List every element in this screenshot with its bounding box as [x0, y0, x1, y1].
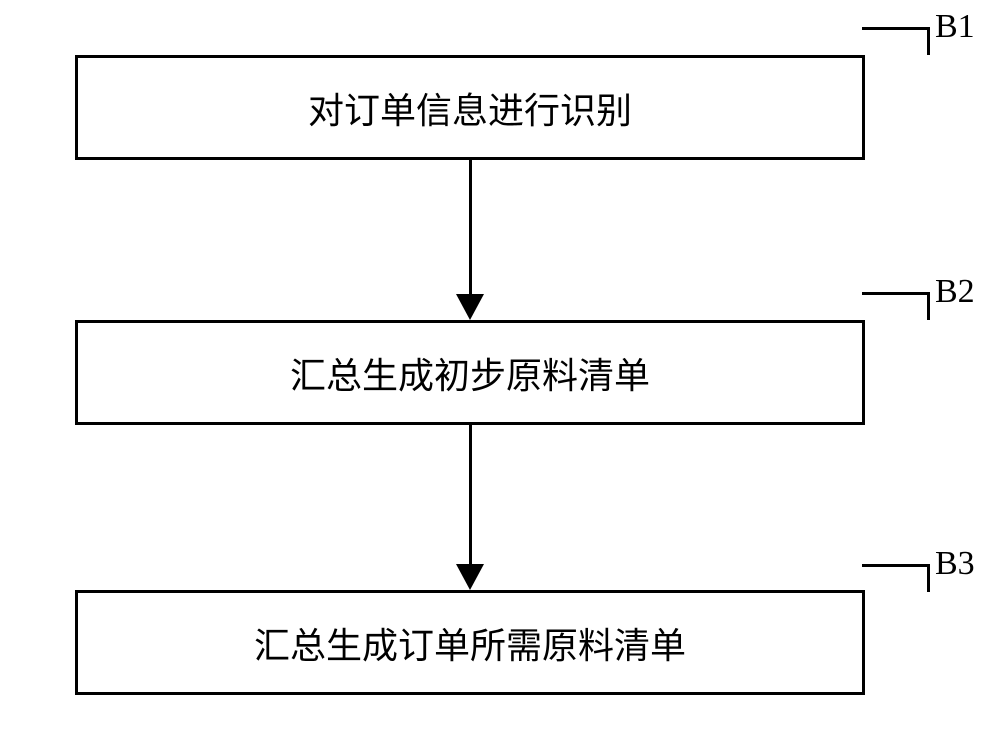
- leader-line-b3: [862, 564, 930, 592]
- label-b1: B1: [935, 8, 975, 46]
- arrow-head-b2-b3: [456, 564, 484, 590]
- arrow-b2-b3: [469, 425, 472, 564]
- label-b3: B3: [935, 545, 975, 583]
- process-box-b2: 汇总生成初步原料清单: [75, 320, 865, 425]
- arrow-b1-b2: [469, 160, 472, 294]
- arrow-head-b1-b2: [456, 294, 484, 320]
- label-b2: B2: [935, 273, 975, 311]
- box-text-b1: 对订单信息进行识别: [308, 82, 632, 134]
- flowchart-container: 对订单信息进行识别 B1 汇总生成初步原料清单 B2 汇总生成订单所需原料清单 …: [0, 0, 1000, 738]
- box-text-b3: 汇总生成订单所需原料清单: [254, 617, 686, 669]
- leader-line-b2: [862, 292, 930, 320]
- process-box-b3: 汇总生成订单所需原料清单: [75, 590, 865, 695]
- process-box-b1: 对订单信息进行识别: [75, 55, 865, 160]
- leader-line-b1: [862, 27, 930, 55]
- box-text-b2: 汇总生成初步原料清单: [290, 347, 650, 399]
